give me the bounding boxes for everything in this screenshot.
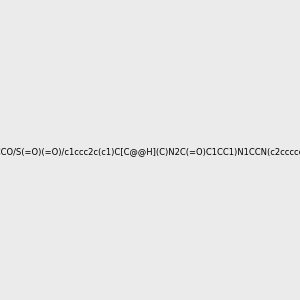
Text: O=C(CCO/S(=O)(=O)/c1ccc2c(c1)C[C@@H](C)N2C(=O)C1CC1)N1CCN(c2ccccc2F)CC1: O=C(CCO/S(=O)(=O)/c1ccc2c(c1)C[C@@H](C)N…	[0, 147, 300, 156]
